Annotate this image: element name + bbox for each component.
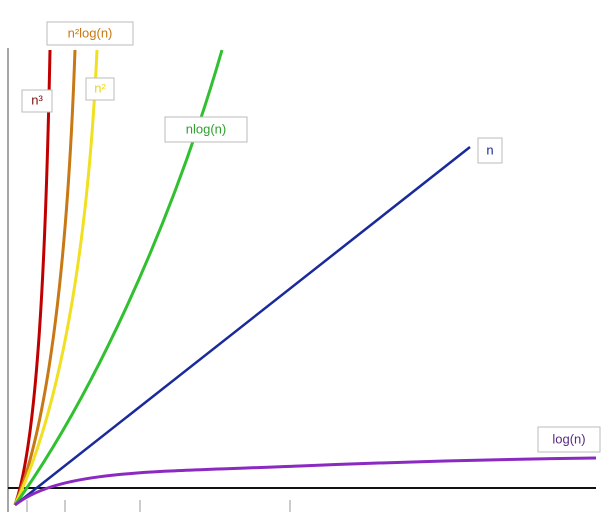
label-box: [85, 77, 115, 101]
label-box: [46, 21, 134, 46]
curve-n2-log-n: [13, 49, 77, 506]
label-text: n²log(n): [68, 25, 113, 40]
curve-log-n: [14, 456, 597, 507]
label-log-n: log(n): [537, 426, 601, 453]
label-n-squared: n²: [85, 77, 115, 101]
curve-n-cubed: [13, 49, 52, 506]
label-n2-log-n: n²log(n): [46, 21, 134, 46]
label-text: n²: [94, 80, 106, 95]
label-n-log-n: nlog(n): [164, 116, 248, 143]
label-n-cubed: n³: [21, 89, 53, 113]
label-text: nlog(n): [186, 121, 226, 136]
curve-n: [14, 146, 471, 506]
label-text: n: [486, 142, 493, 157]
label-box: [164, 116, 248, 143]
label-box: [477, 137, 503, 164]
label-text: log(n): [552, 431, 585, 446]
label-box: [21, 89, 53, 113]
curve-n-squared: [13, 49, 99, 506]
label-n: n: [477, 137, 503, 164]
label-box: [537, 426, 601, 453]
label-text: n³: [31, 92, 43, 107]
